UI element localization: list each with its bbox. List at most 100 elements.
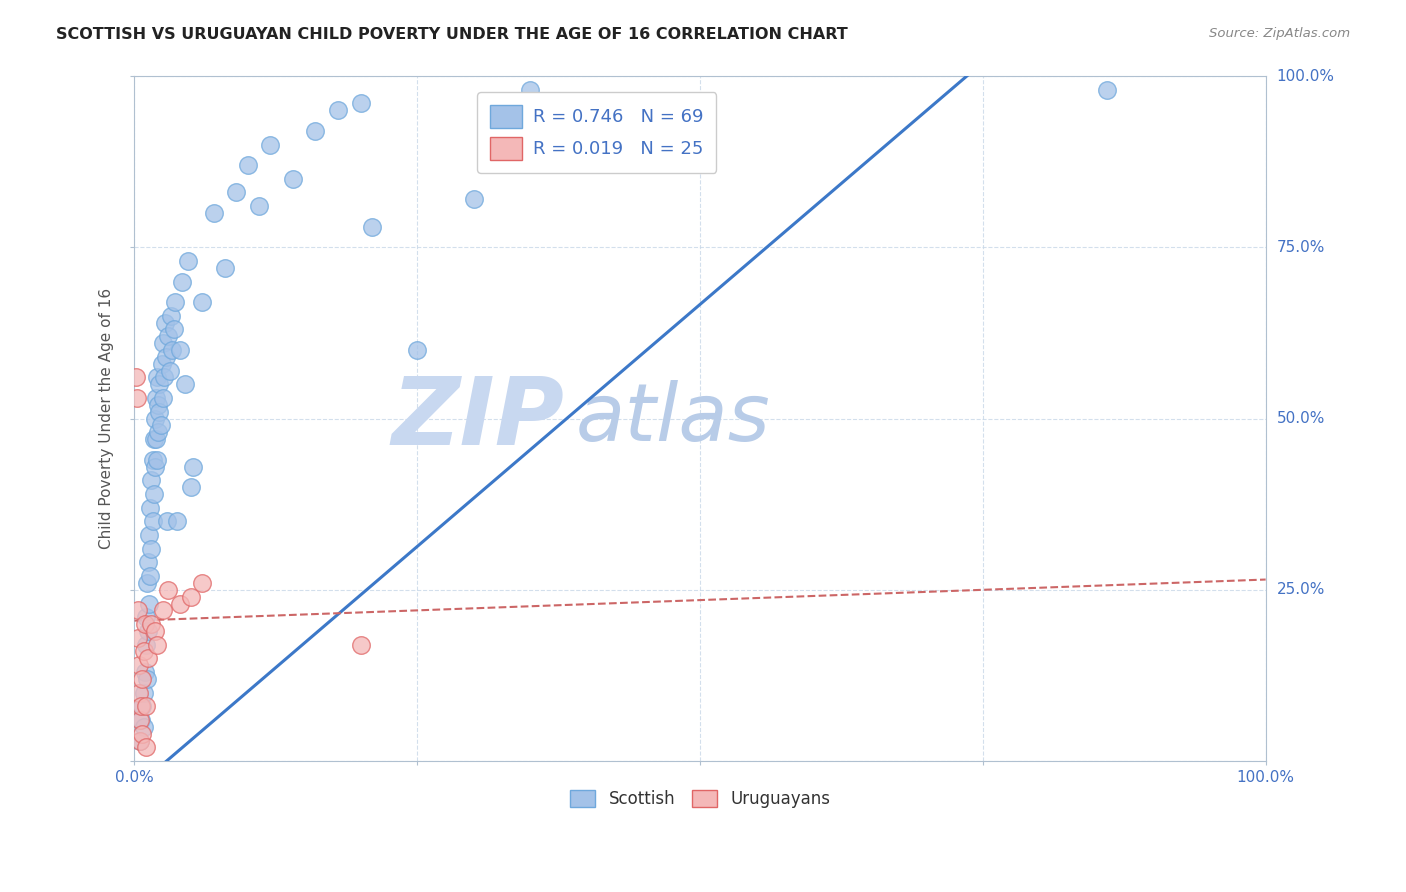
Point	[143, 411, 166, 425]
Point	[247, 199, 270, 213]
Point	[350, 96, 373, 111]
Point	[174, 377, 197, 392]
Point	[148, 377, 170, 392]
Point	[281, 171, 304, 186]
Point	[131, 672, 153, 686]
Point	[138, 597, 160, 611]
Point	[129, 733, 152, 747]
Point	[153, 370, 176, 384]
Point	[202, 206, 225, 220]
Point	[150, 357, 173, 371]
Point	[129, 733, 152, 747]
Point	[128, 685, 150, 699]
Point	[149, 418, 172, 433]
Point	[463, 192, 485, 206]
Point	[406, 343, 429, 357]
Point	[132, 644, 155, 658]
Point	[326, 103, 349, 118]
Point	[146, 452, 169, 467]
Point	[170, 275, 193, 289]
Point	[153, 316, 176, 330]
Point	[131, 727, 153, 741]
Point	[191, 295, 214, 310]
Point	[127, 631, 149, 645]
Point	[519, 83, 541, 97]
Point	[361, 219, 384, 234]
Point	[169, 597, 191, 611]
Point	[138, 528, 160, 542]
Point	[136, 651, 159, 665]
Point	[134, 665, 156, 679]
Point	[136, 576, 159, 591]
Point	[156, 514, 179, 528]
Point	[152, 603, 174, 617]
Point	[169, 343, 191, 357]
Point	[124, 370, 146, 384]
Point	[134, 617, 156, 632]
Point	[146, 638, 169, 652]
Point	[142, 432, 165, 446]
Point	[180, 590, 202, 604]
Point	[135, 638, 157, 652]
Point	[127, 603, 149, 617]
Point	[350, 638, 373, 652]
Text: ZIP: ZIP	[391, 373, 564, 465]
Point	[135, 740, 157, 755]
Point	[159, 309, 181, 323]
Point	[136, 672, 159, 686]
Point	[136, 624, 159, 638]
Point	[142, 487, 165, 501]
Point	[128, 658, 150, 673]
Point	[159, 363, 181, 377]
Point	[181, 459, 204, 474]
Point	[225, 186, 247, 200]
Text: 50.0%: 50.0%	[1277, 411, 1324, 426]
Text: 75.0%: 75.0%	[1277, 240, 1324, 255]
Point	[145, 432, 167, 446]
Point	[304, 124, 326, 138]
Point	[163, 322, 186, 336]
Point	[141, 541, 163, 556]
Point	[132, 685, 155, 699]
Point	[142, 514, 165, 528]
Point	[160, 343, 183, 357]
Point	[142, 452, 165, 467]
Point	[139, 569, 162, 583]
Point	[139, 500, 162, 515]
Text: SCOTTISH VS URUGUAYAN CHILD POVERTY UNDER THE AGE OF 16 CORRELATION CHART: SCOTTISH VS URUGUAYAN CHILD POVERTY UNDE…	[56, 27, 848, 42]
Point	[214, 260, 236, 275]
Point	[125, 391, 148, 405]
Point	[131, 699, 153, 714]
Point	[129, 713, 152, 727]
Point	[136, 556, 159, 570]
Point	[157, 582, 180, 597]
Point	[129, 713, 152, 727]
Text: atlas: atlas	[575, 380, 770, 458]
Point	[166, 514, 188, 528]
Point	[176, 254, 198, 268]
Point	[155, 350, 177, 364]
Point	[143, 459, 166, 474]
Legend: Scottish, Uruguayans: Scottish, Uruguayans	[564, 783, 837, 814]
Point	[135, 610, 157, 624]
Point	[236, 158, 259, 172]
Point	[132, 720, 155, 734]
Point	[191, 576, 214, 591]
Point	[146, 370, 169, 384]
Point	[165, 295, 187, 310]
Y-axis label: Child Poverty Under the Age of 16: Child Poverty Under the Age of 16	[100, 288, 114, 549]
Point	[1097, 83, 1119, 97]
Point	[148, 405, 170, 419]
Point	[152, 391, 174, 405]
Text: 25.0%: 25.0%	[1277, 582, 1324, 598]
Point	[152, 336, 174, 351]
Point	[148, 425, 170, 440]
Text: 100.0%: 100.0%	[1277, 69, 1334, 84]
Point	[259, 137, 281, 152]
Point	[141, 617, 163, 632]
Point	[143, 624, 166, 638]
Point	[157, 329, 180, 343]
Point	[135, 699, 157, 714]
Point	[141, 473, 163, 487]
Point	[148, 398, 170, 412]
